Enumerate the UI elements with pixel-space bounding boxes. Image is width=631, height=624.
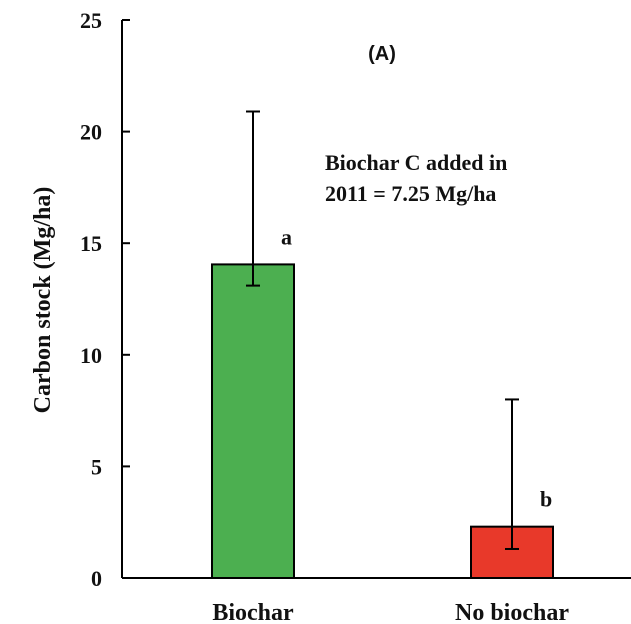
y-tick-label: 0 (91, 566, 102, 591)
bars (211, 263, 554, 579)
significance-letter: b (540, 487, 552, 512)
y-tick-label: 5 (91, 454, 102, 479)
panel-label: (A) (368, 43, 396, 65)
y-tick-label: 20 (80, 120, 102, 145)
category-labels: Biochar No biochar (212, 600, 569, 624)
y-tick-label: 15 (80, 231, 102, 256)
axes (121, 20, 631, 579)
significance-letter: a (281, 224, 292, 249)
annotation-line-1: Biochar C added in (325, 150, 507, 175)
y-tick-label: 10 (80, 343, 102, 368)
x-category-label: No biochar (455, 600, 569, 624)
x-category-label: Biochar (212, 600, 294, 624)
y-tick-label: 25 (80, 8, 102, 33)
error-bars: ab (246, 110, 552, 550)
y-axis-title: Carbon stock (Mg/ha) (30, 187, 56, 414)
y-ticks: 0 5 10 15 20 25 (80, 8, 130, 591)
annotation-line-2: 2011 = 7.25 Mg/ha (325, 181, 496, 206)
bar (211, 263, 295, 579)
